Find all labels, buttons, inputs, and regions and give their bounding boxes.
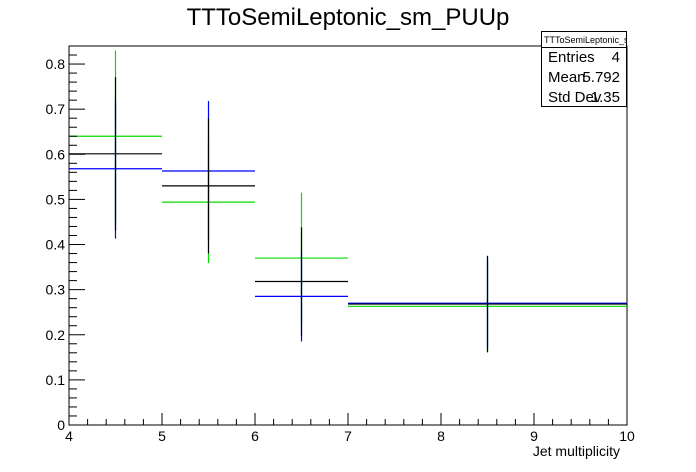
y-tick-label: 0: [57, 417, 65, 433]
chart-title: TTToSemiLeptonic_sm_PUUp: [186, 4, 510, 31]
y-tick-label: 0.7: [46, 101, 66, 117]
stats-value: 4: [611, 49, 620, 66]
stats-value: 5.792: [582, 69, 620, 86]
y-tick-label: 0.3: [46, 282, 66, 298]
stats-label: Entries: [548, 49, 595, 66]
stats-box-title: TTToSemiLeptonic_sm_PUUp: [542, 32, 626, 48]
stats-row-std-dev: Std Dev 1.35: [542, 88, 626, 108]
x-tick-label: 5: [158, 428, 166, 444]
stats-label: Mean: [548, 69, 586, 86]
x-tick-label: 4: [65, 428, 73, 444]
x-tick-label: 7: [344, 428, 352, 444]
stats-value: 1.35: [590, 89, 620, 106]
stats-box: TTToSemiLeptonic_sm_PUUp Entries 4 Mean …: [541, 31, 627, 107]
x-tick-label: 9: [530, 428, 538, 444]
x-tick-label: 6: [251, 428, 259, 444]
stats-label: Std Dev: [548, 89, 602, 106]
axes: 4 5 6 7 8 9 10 0 0.1 0.2 0.3 0.4 0.5 0.6 0.7 0.8: [46, 45, 635, 444]
stats-row-mean: Mean 5.792: [542, 68, 626, 88]
y-tick-label: 0.8: [46, 56, 66, 72]
y-tick-label: 0.1: [46, 372, 66, 388]
data-points: [69, 50, 627, 353]
y-tick-label: 0.5: [46, 191, 66, 207]
y-tick-label: 0.2: [46, 327, 66, 343]
y-tick-label: 0.4: [46, 237, 66, 253]
x-axis-label: Jet multiplicity: [533, 443, 620, 459]
x-tick-label: 8: [437, 428, 445, 444]
y-tick-label: 0.6: [46, 146, 66, 162]
stats-row-entries: Entries 4: [542, 48, 626, 68]
x-tick-label: 10: [619, 428, 635, 444]
